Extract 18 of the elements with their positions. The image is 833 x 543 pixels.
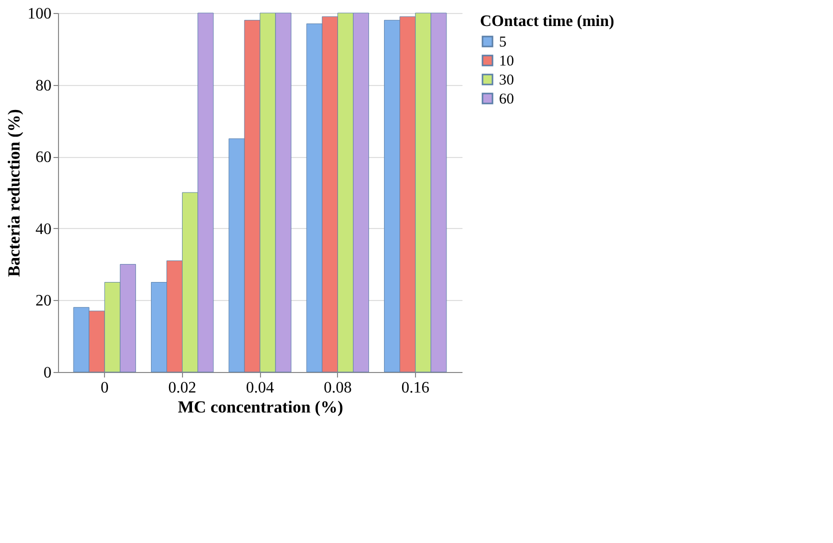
legend-label: 60	[499, 92, 514, 108]
y-tick-label: 0	[44, 364, 52, 382]
legend-title: COntact time (min)	[480, 13, 614, 30]
legend-label: 10	[499, 54, 514, 70]
legend-label: 30	[499, 72, 514, 88]
y-tick-label: 40	[36, 220, 52, 238]
y-tick-label: 80	[36, 77, 52, 94]
y-tick-label: 20	[36, 292, 52, 310]
legend-label: 5	[499, 34, 506, 50]
y-axis-title: Bacteria reduction (%)	[4, 109, 24, 277]
x-tick-label: 0.02	[168, 380, 196, 396]
x-tick-label: 0.16	[401, 380, 430, 396]
x-tick-label: 0.04	[246, 380, 274, 396]
x-tick-label: 0	[100, 380, 109, 396]
y-tick-label: 100	[28, 6, 52, 22]
x-axis-title: MC concentration (%)	[178, 398, 344, 416]
x-tick-label: 0.08	[324, 380, 352, 396]
y-tick-label: 60	[36, 149, 52, 166]
